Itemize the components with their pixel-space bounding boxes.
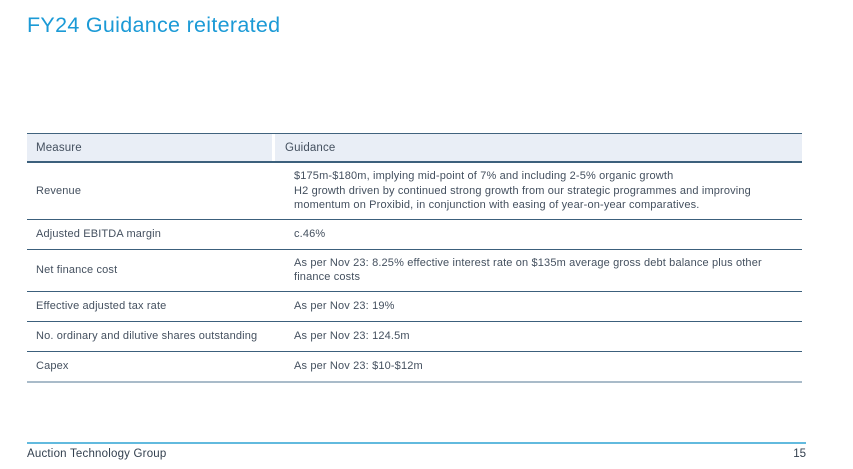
footer-company-name: Auction Technology Group <box>27 448 167 460</box>
footer-page-number: 15 <box>793 448 806 460</box>
guidance-cell: As per Nov 23: 19% <box>281 292 802 321</box>
guidance-line: As per Nov 23: $10-$12m <box>294 360 423 373</box>
guidance-table: Measure Guidance Revenue $175m-$180m, im… <box>27 133 802 383</box>
column-header-measure: Measure <box>36 141 82 154</box>
table-row: Revenue $175m-$180m, implying mid-point … <box>27 163 802 220</box>
guidance-line: $175m-$180m, implying mid-point of 7% an… <box>294 170 674 182</box>
guidance-cell: $175m-$180m, implying mid-point of 7% an… <box>281 163 802 219</box>
table-header-row: Measure Guidance <box>27 134 802 163</box>
guidance-cell: As per Nov 23: 124.5m <box>281 322 802 351</box>
measure-cell: Capex <box>36 360 69 373</box>
measure-cell: Effective adjusted tax rate <box>36 300 167 313</box>
guidance-line: H2 growth driven by continued strong gro… <box>294 184 751 212</box>
guidance-cell: c.46% <box>281 220 802 249</box>
column-header-guidance: Guidance <box>272 134 802 161</box>
measure-cell: Adjusted EBITDA margin <box>36 228 161 241</box>
measure-cell: Net finance cost <box>36 264 118 277</box>
table-row: Adjusted EBITDA margin c.46% <box>27 220 802 250</box>
table-row: No. ordinary and dilutive shares outstan… <box>27 322 802 352</box>
guidance-line: As per Nov 23: 124.5m <box>294 330 410 343</box>
footer-divider <box>27 442 806 444</box>
page-title: FY24 Guidance reiterated <box>27 13 281 37</box>
table-row: Effective adjusted tax rate As per Nov 2… <box>27 292 802 322</box>
guidance-line: As per Nov 23: 19% <box>294 300 395 313</box>
guidance-line: c.46% <box>294 227 326 240</box>
table-row: Net finance cost As per Nov 23: 8.25% ef… <box>27 250 802 292</box>
table-row: Capex As per Nov 23: $10-$12m <box>27 352 802 383</box>
measure-cell: Revenue <box>36 184 82 197</box>
guidance-cell: As per Nov 23: $10-$12m <box>281 352 802 381</box>
measure-cell: No. ordinary and dilutive shares outstan… <box>36 330 258 343</box>
guidance-line: As per Nov 23: 8.25% effective interest … <box>294 256 762 284</box>
guidance-cell: As per Nov 23: 8.25% effective interest … <box>281 250 802 291</box>
